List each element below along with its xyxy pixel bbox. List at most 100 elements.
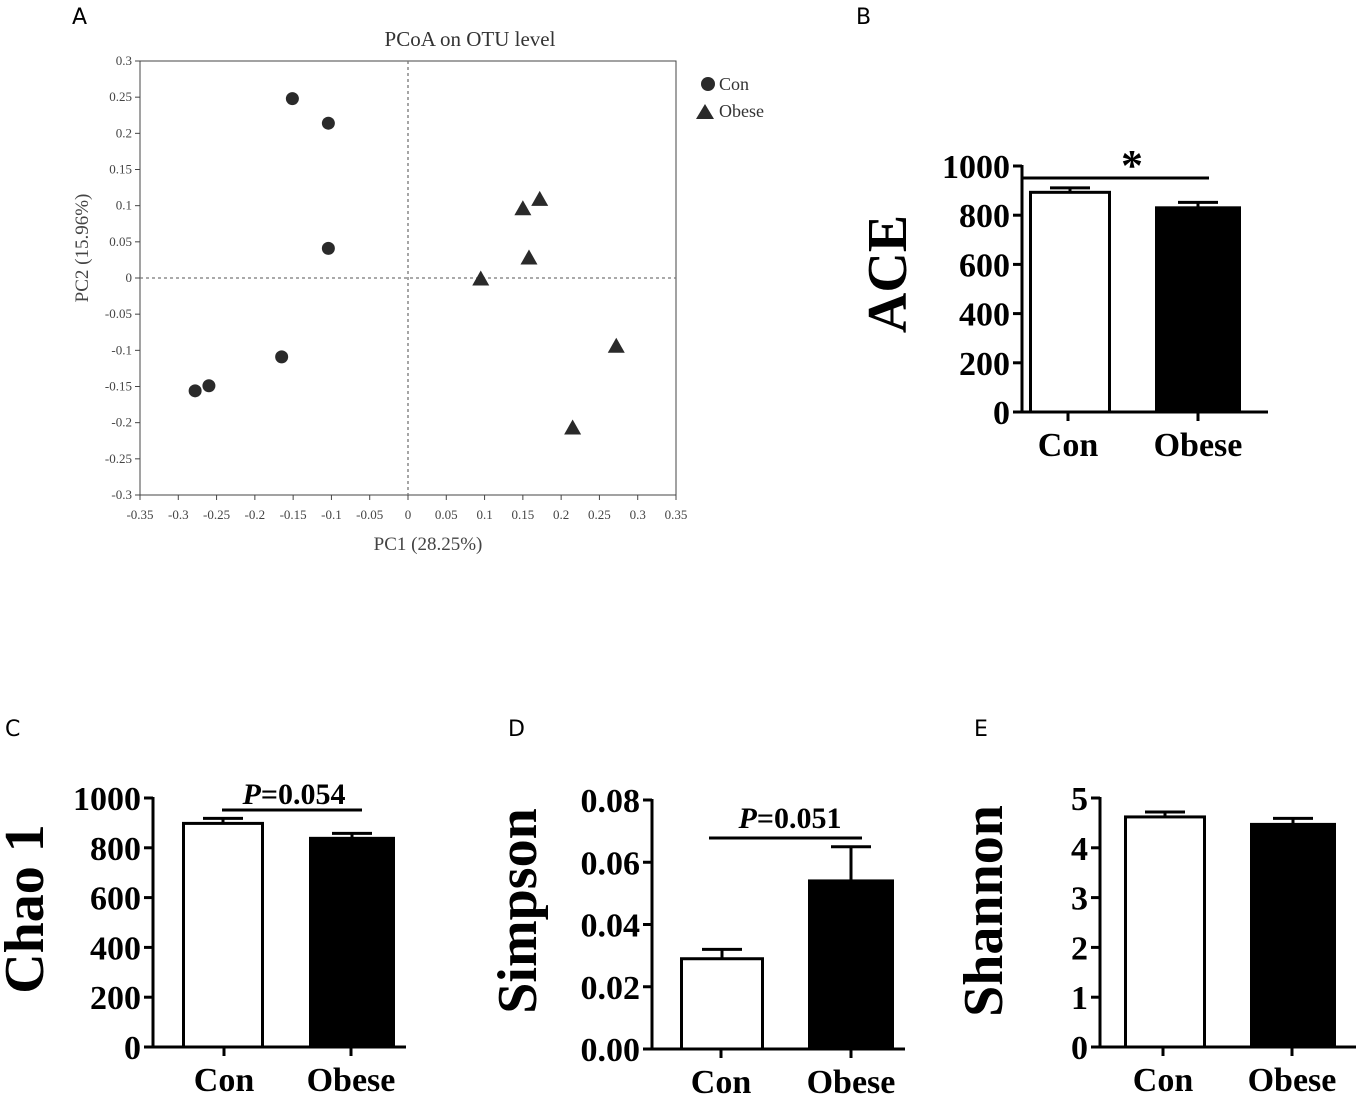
pcoa-legend: Con Obese (696, 74, 764, 121)
category-label-con: Con (1038, 427, 1099, 464)
obese-point (520, 249, 538, 265)
pcoa-y-tick-label: -0.15 (105, 379, 132, 394)
y-tick-label: 1000 (942, 149, 1010, 186)
bar-obese (309, 836, 395, 1049)
panel-letter-b: B (856, 5, 871, 30)
simpson-bar-chart: Simpson 0.08 0.06 0.04 0.02 0.00 Con Obese P=0… (487, 783, 905, 1098)
pcoa-y-tick-label: 0.25 (109, 89, 132, 104)
chao1-significance-text: P=0.054 (242, 778, 346, 811)
chao1-y-axis-label: Chao 1 (0, 824, 56, 994)
obese-point (531, 190, 549, 206)
y-tick-label: 1000 (73, 781, 141, 818)
pcoa-y-tick-label: 0.2 (116, 125, 132, 140)
bar-obese (1155, 206, 1241, 414)
pcoa-x-tick-label: 0.2 (553, 507, 569, 522)
y-tick-label: 200 (90, 980, 141, 1017)
pcoa-y-tick-label: 0.05 (109, 234, 132, 249)
pcoa-y-axis-label: PC2 (15.96%) (72, 194, 93, 303)
bar-con (1029, 190, 1111, 414)
con-point (202, 379, 216, 393)
pcoa-x-tick-label: -0.15 (280, 507, 307, 522)
pcoa-x-tick-label: 0.15 (511, 507, 534, 522)
simpson-y-axis-label: Simpson (487, 808, 549, 1013)
obese-point (607, 337, 625, 353)
ace-y-axis-label: ACE (857, 215, 919, 333)
y-tick-label: 0.08 (581, 783, 641, 820)
pcoa-x-tick-label: 0.25 (588, 507, 611, 522)
chao1-bars: 1000 800 600 400 200 0 Con Obese (73, 781, 406, 1098)
bar-obese (808, 879, 894, 1051)
pcoa-x-tick-label: -0.1 (321, 507, 342, 522)
pcoa-y-tick-label: 0.15 (109, 162, 132, 177)
y-tick-label: 0 (124, 1030, 141, 1067)
y-tick-label: 4 (1071, 831, 1088, 868)
pcoa-x-tick-label: 0.1 (476, 507, 492, 522)
ace-bars: 1000 800 600 400 200 0 Con Obese (942, 149, 1268, 464)
con-point (321, 116, 335, 130)
category-label-obese: Obese (807, 1064, 896, 1098)
bar-con (1124, 815, 1206, 1049)
chao1-bar-chart: Chao 1 1000 800 600 400 200 0 Con Obese P=0.054 (0, 778, 406, 1098)
pcoa-x-tick-label: -0.2 (245, 507, 266, 522)
y-tick-label: 3 (1071, 881, 1088, 918)
shannon-bar-chart: Shannon 5 4 3 2 1 0 Con Obese (953, 781, 1356, 1098)
panel-letter-a: A (72, 5, 87, 30)
category-label-obese: Obese (1154, 427, 1243, 464)
ace-significance-star: * (1121, 141, 1143, 190)
bar-con (182, 821, 264, 1049)
legend-obese-label: Obese (719, 101, 764, 121)
y-tick-label: 1 (1071, 980, 1088, 1017)
y-tick-label: 400 (90, 930, 141, 967)
bar-obese (1250, 822, 1336, 1049)
obese-point (564, 419, 582, 435)
pcoa-y-tick-label: -0.25 (105, 451, 132, 466)
legend-obese-marker (696, 104, 714, 119)
ace-bar-chart: ACE 1000 800 600 400 200 0 Con Obese * (857, 141, 1268, 464)
y-tick-label: 0.00 (581, 1032, 641, 1069)
legend-con-marker (701, 77, 715, 91)
y-tick-label: 0 (1071, 1030, 1088, 1067)
legend-con-label: Con (719, 74, 749, 94)
pcoa-x-ticks: -0.35 -0.3 -0.25 -0.2 -0.15 -0.1 -0.05 0 0.05 0.1… (126, 495, 687, 522)
category-label-con: Con (691, 1064, 752, 1098)
obese-point (514, 200, 532, 216)
y-tick-label: 600 (959, 247, 1010, 284)
category-label-con: Con (194, 1062, 255, 1098)
panel-letter-e: E (974, 717, 988, 742)
pcoa-x-tick-label: 0.35 (665, 507, 688, 522)
panel-letter-d: D (508, 717, 525, 742)
con-point (321, 241, 335, 255)
pcoa-y-tick-label: 0.1 (116, 198, 132, 213)
y-tick-label: 2 (1071, 930, 1088, 967)
pcoa-y-ticks: 0.3 0.25 0.2 0.15 0.1 0.05 0 -0.05 -0.1 -0.15 -0.2… (105, 53, 140, 502)
con-point (188, 384, 202, 398)
shannon-y-axis-label: Shannon (953, 805, 1015, 1017)
pcoa-x-tick-label: -0.25 (203, 507, 230, 522)
bar-con (680, 957, 764, 1051)
pcoa-y-tick-label: -0.05 (105, 306, 132, 321)
pcoa-x-tick-label: -0.35 (126, 507, 153, 522)
y-tick-label: 5 (1071, 781, 1088, 818)
shannon-bars: 5 4 3 2 1 0 Con Obese (1071, 781, 1356, 1098)
y-tick-label: 0.06 (581, 845, 641, 882)
pcoa-y-tick-label: 0.3 (116, 53, 132, 68)
y-tick-label: 0 (993, 395, 1010, 432)
con-point (285, 92, 299, 106)
y-tick-label: 200 (959, 346, 1010, 383)
y-tick-label: 600 (90, 881, 141, 918)
category-label-obese: Obese (1248, 1062, 1337, 1098)
pcoa-y-tick-label: -0.1 (111, 342, 132, 357)
con-point (275, 350, 289, 364)
obese-point (472, 270, 490, 286)
pcoa-points (188, 92, 625, 435)
pcoa-y-tick-label: -0.2 (111, 415, 132, 430)
simpson-significance-text: P=0.051 (738, 802, 842, 835)
pcoa-x-axis-label: PC1 (28.25%) (374, 534, 483, 555)
pcoa-y-tick-label: -0.3 (111, 487, 132, 502)
y-tick-label: 0.02 (581, 970, 641, 1007)
y-tick-label: 800 (959, 198, 1010, 235)
pcoa-y-tick-label: 0 (126, 270, 133, 285)
pcoa-x-tick-label: -0.3 (168, 507, 189, 522)
y-tick-label: 400 (959, 297, 1010, 334)
